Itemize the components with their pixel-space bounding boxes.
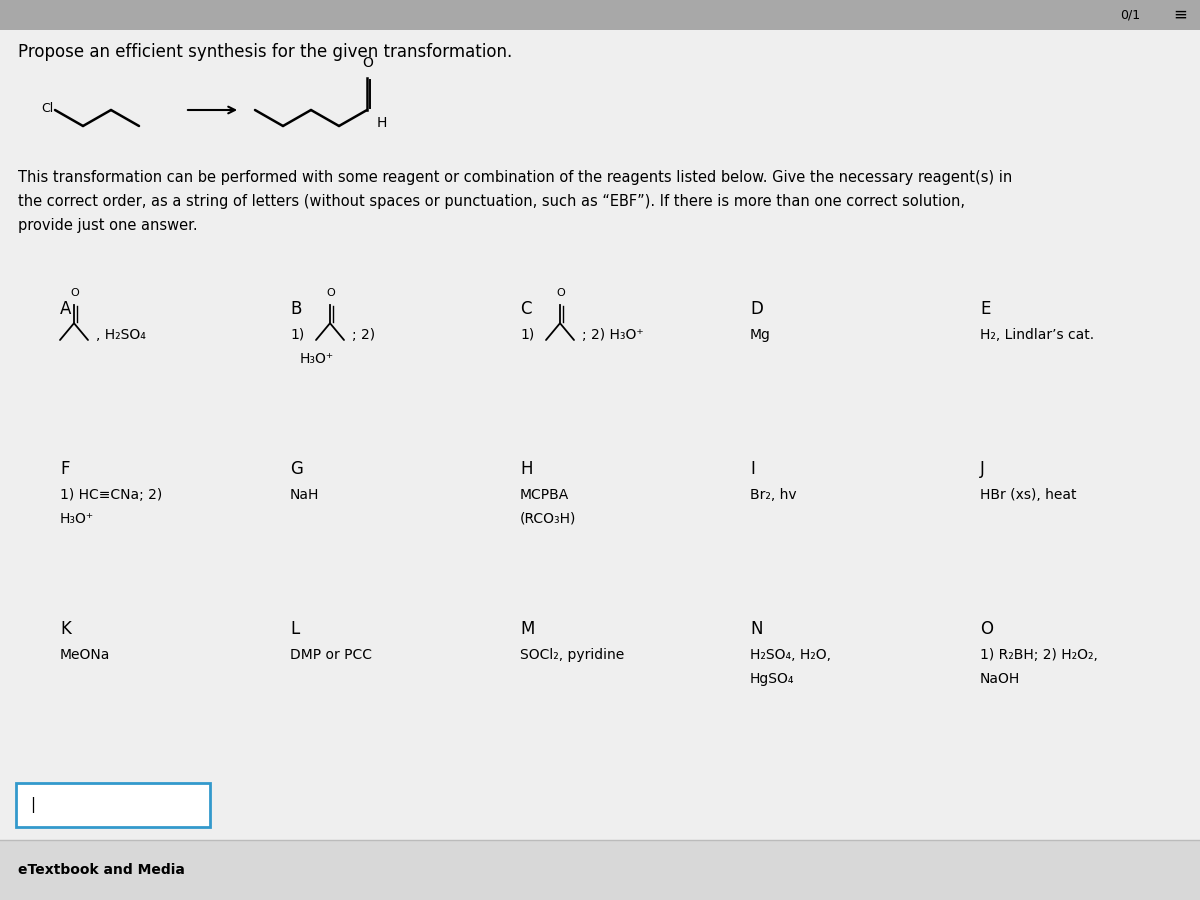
Text: This transformation can be performed with some reagent or combination of the rea: This transformation can be performed wit… xyxy=(18,170,1013,185)
Text: Br₂, hv: Br₂, hv xyxy=(750,488,797,502)
Text: NaOH: NaOH xyxy=(980,672,1020,686)
Text: A: A xyxy=(60,300,71,318)
Text: H₃O⁺: H₃O⁺ xyxy=(60,512,94,526)
Text: DMP or PCC: DMP or PCC xyxy=(290,648,372,662)
FancyBboxPatch shape xyxy=(16,783,210,827)
Text: O: O xyxy=(71,288,79,298)
Text: O: O xyxy=(980,620,994,638)
Text: 1): 1) xyxy=(520,328,534,342)
Text: O: O xyxy=(362,56,373,70)
Text: eTextbook and Media: eTextbook and Media xyxy=(18,863,185,877)
Text: Propose an efficient synthesis for the given transformation.: Propose an efficient synthesis for the g… xyxy=(18,43,512,61)
Text: O: O xyxy=(326,288,335,298)
Text: MeONa: MeONa xyxy=(60,648,110,662)
Text: 1) R₂BH; 2) H₂O₂,: 1) R₂BH; 2) H₂O₂, xyxy=(980,648,1098,662)
Text: 0/1: 0/1 xyxy=(1120,8,1140,22)
Text: 1) HC≡CNa; 2): 1) HC≡CNa; 2) xyxy=(60,488,162,502)
Text: H₂, Lindlar’s cat.: H₂, Lindlar’s cat. xyxy=(980,328,1094,342)
Bar xyxy=(0,840,1200,900)
Text: HgSO₄: HgSO₄ xyxy=(750,672,794,686)
Text: NaH: NaH xyxy=(290,488,319,502)
Text: F: F xyxy=(60,460,70,478)
Text: L: L xyxy=(290,620,299,638)
Text: J: J xyxy=(980,460,985,478)
Text: ; 2) H₃O⁺: ; 2) H₃O⁺ xyxy=(582,328,643,342)
Text: D: D xyxy=(750,300,763,318)
Text: provide just one answer.: provide just one answer. xyxy=(18,218,198,233)
Text: |: | xyxy=(30,797,35,813)
Text: Cl: Cl xyxy=(41,102,53,114)
Text: H₂SO₄, H₂O,: H₂SO₄, H₂O, xyxy=(750,648,830,662)
Text: ; 2): ; 2) xyxy=(352,328,376,342)
Text: M: M xyxy=(520,620,534,638)
Text: G: G xyxy=(290,460,302,478)
Text: , H₂SO₄: , H₂SO₄ xyxy=(96,328,146,342)
Text: H: H xyxy=(520,460,533,478)
Text: I: I xyxy=(750,460,755,478)
Text: SOCl₂, pyridine: SOCl₂, pyridine xyxy=(520,648,624,662)
Text: O: O xyxy=(557,288,565,298)
Text: (RCO₃H): (RCO₃H) xyxy=(520,512,576,526)
Text: H: H xyxy=(377,116,388,130)
Bar xyxy=(0,0,1200,30)
Text: N: N xyxy=(750,620,762,638)
Text: Mg: Mg xyxy=(750,328,770,342)
Text: MCPBA: MCPBA xyxy=(520,488,569,502)
Text: B: B xyxy=(290,300,301,318)
Text: 1): 1) xyxy=(290,328,305,342)
Text: HBr (xs), heat: HBr (xs), heat xyxy=(980,488,1076,502)
Text: C: C xyxy=(520,300,532,318)
Text: the correct order, as a string of letters (without spaces or punctuation, such a: the correct order, as a string of letter… xyxy=(18,194,965,209)
Text: H₃O⁺: H₃O⁺ xyxy=(300,352,334,366)
Text: ≡: ≡ xyxy=(1174,6,1187,24)
Text: K: K xyxy=(60,620,71,638)
Text: E: E xyxy=(980,300,990,318)
